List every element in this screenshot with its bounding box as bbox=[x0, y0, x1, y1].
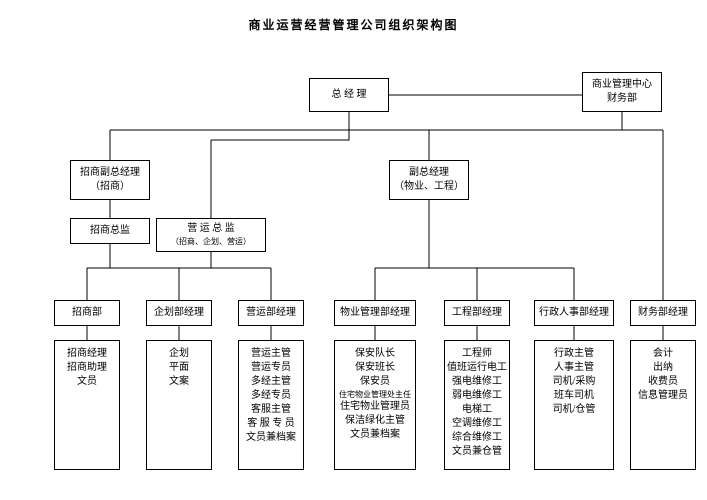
org-node-line: 营运部经理 bbox=[246, 306, 296, 320]
org-node-staff_zs: 招商经理招商助理文员 bbox=[54, 340, 120, 470]
org-node-line: 司机/仓管 bbox=[553, 403, 596, 417]
org-node-line: 空调维修工 bbox=[452, 417, 502, 431]
org-node-line: 班车司机 bbox=[554, 389, 594, 403]
org-node-staff_gc: 工程师值班运行电工强电维修工弱电维修工电梯工空调维修工综合维修工文员兼仓管 bbox=[444, 340, 510, 470]
org-node-dept_qh: 企划部经理 bbox=[146, 300, 212, 326]
org-node-line: 招商总监 bbox=[90, 224, 130, 238]
org-node-line: （招商） bbox=[90, 180, 130, 194]
org-node-line: 招商部 bbox=[72, 306, 102, 320]
org-node-finctr: 商业管理中心财务部 bbox=[582, 72, 662, 112]
org-node-staff_hr: 行政主管人事主管司机/采购班车司机司机/仓管 bbox=[534, 340, 614, 470]
org-node-line: 文员 bbox=[77, 375, 97, 389]
org-node-dept_gc: 工程部经理 bbox=[444, 300, 510, 326]
org-node-line: 强电维修工 bbox=[452, 375, 502, 389]
org-node-line: 营运主管 bbox=[251, 347, 291, 361]
org-node-line: 营运专员 bbox=[251, 361, 291, 375]
org-node-line: 电梯工 bbox=[462, 403, 492, 417]
org-node-dept_wy: 物业管理部经理 bbox=[334, 300, 416, 326]
org-node-line: 信息管理员 bbox=[638, 389, 688, 403]
org-node-vgm_zs: 招商副总经理（招商） bbox=[70, 160, 150, 200]
org-node-yy_dir: 营 运 总 监（招商、企划、营运） bbox=[156, 218, 266, 252]
org-node-line: 住宅物业管理处主任 bbox=[339, 389, 411, 400]
org-node-line: 收费员 bbox=[648, 375, 678, 389]
org-node-line: 多经主管 bbox=[251, 375, 291, 389]
org-node-line: 副总经理 bbox=[409, 166, 449, 180]
org-node-line: （招商、企划、营运） bbox=[171, 236, 251, 247]
org-node-line: 保安队长 bbox=[355, 347, 395, 361]
org-node-line: 保安班长 bbox=[355, 361, 395, 375]
org-node-line: 招商经理 bbox=[67, 347, 107, 361]
org-node-line: 会计 bbox=[653, 347, 673, 361]
org-node-line: 行政人事部经理 bbox=[539, 306, 609, 320]
org-node-zs_dir: 招商总监 bbox=[70, 218, 150, 244]
org-node-line: 多经专员 bbox=[251, 389, 291, 403]
org-node-staff_cw: 会计出纳收费员信息管理员 bbox=[630, 340, 696, 470]
org-node-line: 文员兼仓管 bbox=[452, 445, 502, 459]
org-node-line: 住宅物业管理员 bbox=[340, 400, 410, 414]
org-node-line: 保安员 bbox=[360, 375, 390, 389]
org-node-line: 综合维修工 bbox=[452, 431, 502, 445]
org-node-line: 文员兼档案 bbox=[246, 431, 296, 445]
org-node-line: 客服主管 bbox=[251, 403, 291, 417]
org-node-line: 工程师 bbox=[462, 347, 492, 361]
org-node-staff_qh: 企划平面文案 bbox=[146, 340, 212, 470]
org-node-line: 保洁绿化主管 bbox=[345, 414, 405, 428]
org-node-vgm_wg: 副总经理（物业、工程） bbox=[389, 160, 469, 200]
org-node-dept_cw: 财务部经理 bbox=[630, 300, 696, 326]
org-node-line: 弱电维修工 bbox=[452, 389, 502, 403]
org-node-line: 总 经 理 bbox=[332, 88, 367, 102]
org-node-line: （物业、工程） bbox=[394, 180, 464, 194]
org-node-line: 财务部经理 bbox=[638, 306, 688, 320]
org-node-line: 人事主管 bbox=[554, 361, 594, 375]
org-node-line: 企划部经理 bbox=[154, 306, 204, 320]
org-node-line: 物业管理部经理 bbox=[340, 306, 410, 320]
org-node-line: 值班运行电工 bbox=[447, 361, 507, 375]
org-node-line: 营 运 总 监 bbox=[187, 222, 235, 236]
org-node-line: 招商副总经理 bbox=[80, 166, 140, 180]
org-node-line: 文员兼档案 bbox=[350, 428, 400, 442]
org-node-line: 招商助理 bbox=[67, 361, 107, 375]
org-node-dept_hr: 行政人事部经理 bbox=[534, 300, 614, 326]
org-node-line: 文案 bbox=[169, 375, 189, 389]
org-node-line: 商业管理中心 bbox=[592, 78, 652, 92]
org-node-line: 出纳 bbox=[653, 361, 673, 375]
org-node-line: 工程部经理 bbox=[452, 306, 502, 320]
org-node-staff_wy: 保安队长保安班长保安员住宅物业管理处主任住宅物业管理员保洁绿化主管文员兼档案 bbox=[334, 340, 416, 470]
org-node-line: 客 服 专 员 bbox=[247, 417, 295, 431]
org-node-gm: 总 经 理 bbox=[309, 78, 389, 112]
org-node-staff_yy: 营运主管营运专员多经主管多经专员客服主管客 服 专 员文员兼档案 bbox=[238, 340, 304, 470]
org-node-line: 企划 bbox=[169, 347, 189, 361]
org-node-dept_yy: 营运部经理 bbox=[238, 300, 304, 326]
org-node-line: 财务部 bbox=[607, 92, 637, 106]
org-node-dept_zs: 招商部 bbox=[54, 300, 120, 326]
org-node-line: 行政主管 bbox=[554, 347, 594, 361]
org-node-line: 平面 bbox=[169, 361, 189, 375]
org-node-line: 司机/采购 bbox=[553, 375, 596, 389]
